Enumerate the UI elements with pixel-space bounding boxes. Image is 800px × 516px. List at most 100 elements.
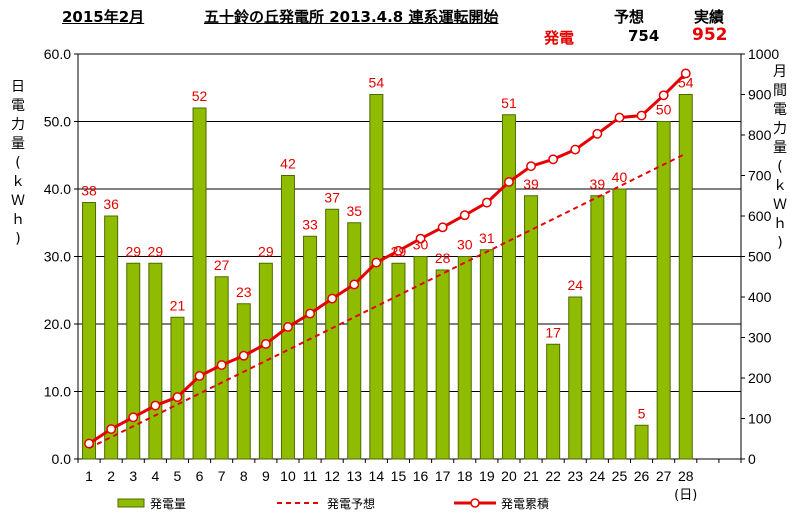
bar	[612, 188, 627, 460]
bar	[369, 94, 384, 460]
right-tick-label: 400	[748, 289, 772, 305]
bar-data-label: 31	[479, 230, 495, 246]
left-tick-label: 10.0	[44, 384, 71, 400]
x-tick-label: 18	[457, 468, 473, 484]
left-tick-label: 40.0	[44, 181, 71, 197]
bar-data-label: 27	[214, 257, 230, 273]
bar	[568, 296, 583, 460]
x-tick-label: 25	[612, 468, 628, 484]
x-tick-label: 13	[346, 468, 362, 484]
bar	[524, 195, 539, 460]
x-tick-label: 22	[545, 468, 561, 484]
bar-data-label: 23	[236, 284, 252, 300]
x-tick-label: 20	[501, 468, 517, 484]
bar-data-label: 21	[170, 297, 186, 313]
cumulative-point	[371, 257, 382, 268]
x-tick-label: 3	[129, 468, 137, 484]
cumulative-point	[128, 412, 139, 423]
forecast-line	[88, 152, 687, 449]
cumulative-point	[614, 112, 625, 123]
bar-data-label: 40	[612, 169, 628, 185]
cumulative-point	[106, 424, 117, 434]
x-tick-label: 7	[218, 468, 226, 484]
x-tick-label: 26	[634, 468, 650, 484]
bar	[435, 269, 450, 460]
bar	[104, 215, 119, 460]
cumulative-point	[393, 245, 404, 256]
bar-data-label: 29	[148, 243, 164, 259]
bar	[634, 424, 649, 460]
header-month: 2015年2月	[62, 8, 145, 26]
bar-data-label: 29	[258, 243, 274, 259]
x-tick-label: 14	[369, 468, 385, 484]
cumulative-point	[349, 279, 360, 290]
bar	[192, 107, 207, 460]
bar	[457, 256, 472, 460]
cumulative-point	[415, 233, 426, 244]
bar	[501, 114, 516, 460]
bar	[126, 262, 141, 460]
left-tick-label: 60.0	[44, 46, 71, 62]
bar-data-label: 24	[567, 277, 583, 293]
bar-data-label: 35	[346, 203, 362, 219]
bar	[82, 202, 97, 460]
right-tick-label: 0	[748, 451, 756, 467]
bar-data-label: 54	[369, 75, 385, 91]
x-tick-label: 23	[567, 468, 583, 484]
right-tick-label: 600	[748, 208, 772, 224]
header-actual-value: 952	[692, 25, 728, 45]
cumulative-point	[150, 400, 161, 411]
right-tick-label: 500	[748, 249, 772, 265]
x-tick-label: 16	[413, 468, 429, 484]
bar-data-label: 33	[302, 216, 318, 232]
x-tick-label: 5	[174, 468, 182, 484]
x-tick-label: 6	[196, 468, 204, 484]
x-tick-label: 9	[262, 468, 270, 484]
cumulative-point	[437, 222, 448, 233]
bar	[479, 249, 494, 460]
bar-data-label: 28	[435, 250, 451, 266]
bar	[325, 208, 340, 460]
cumulative-point	[481, 197, 492, 208]
cumulative-point	[84, 438, 95, 449]
bar-data-label: 29	[391, 243, 407, 259]
bar-data-label: 29	[125, 243, 141, 259]
cumulative-point	[526, 161, 536, 172]
x-tick-label: 17	[435, 468, 451, 484]
cumulative-point	[592, 128, 603, 139]
header-generation-label: 発電	[544, 29, 575, 47]
right-tick-label: 100	[748, 411, 772, 427]
bar-data-label: 39	[523, 176, 539, 192]
bar	[546, 343, 561, 460]
x-tick-label: 11	[303, 468, 318, 484]
cumulative-point	[680, 68, 691, 79]
bar-data-label: 39	[590, 176, 606, 192]
legend-bar-label: 発電量	[150, 497, 186, 511]
bar-data-label: 5	[638, 405, 646, 421]
bar	[347, 222, 362, 460]
header-forecast-value: 754	[628, 27, 660, 45]
x-tick-label: 4	[151, 468, 159, 484]
right-tick-label: 900	[748, 87, 772, 103]
x-tick-label: 28	[678, 468, 694, 484]
cumulative-point	[216, 360, 227, 370]
bar-data-label: 30	[457, 237, 473, 253]
x-tick-label: 19	[479, 468, 495, 484]
header-actual-label: 実績	[694, 8, 725, 26]
x-tick-label: 15	[391, 468, 407, 484]
bar	[236, 303, 251, 460]
cumulative-point	[305, 308, 315, 319]
right-tick-label: 1000	[748, 46, 779, 62]
cumulative-point	[658, 90, 669, 101]
x-axis-unit: (日)	[674, 488, 697, 503]
left-tick-label: 0.0	[52, 451, 72, 467]
bar-data-label: 51	[501, 95, 517, 111]
bar	[280, 175, 295, 460]
cumulative-point	[283, 322, 293, 332]
bar-data-label: 37	[324, 189, 340, 205]
x-tick-label: 2	[107, 468, 115, 484]
legend-forecast-label: 発電予想	[327, 496, 375, 511]
header-forecast-label: 予想	[614, 8, 645, 26]
